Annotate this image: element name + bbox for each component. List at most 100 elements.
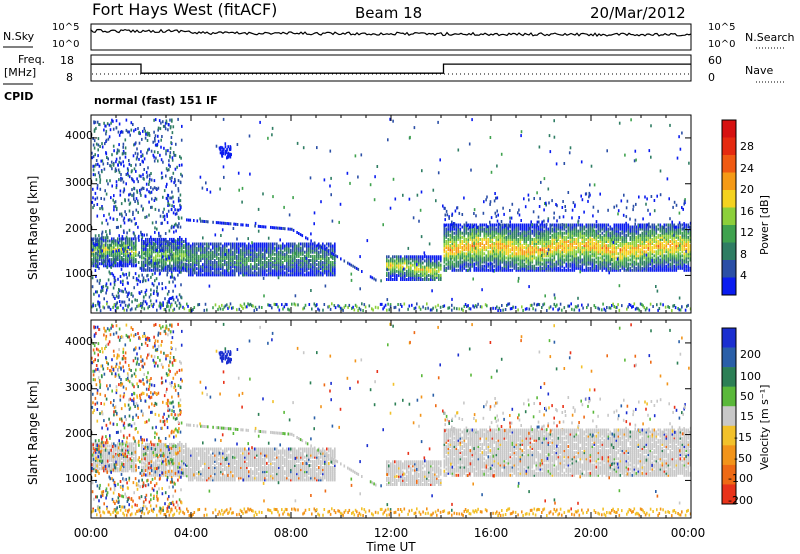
power-cell (302, 250, 304, 254)
power-cell (665, 233, 668, 237)
power-cell (471, 225, 474, 229)
power-cell (288, 242, 290, 246)
power-cell (268, 252, 270, 256)
power-cell (537, 235, 540, 239)
power-cell (613, 250, 616, 254)
power-cell (679, 258, 682, 262)
power-cell (635, 242, 638, 245)
power-cell (392, 273, 394, 277)
power-cell (457, 260, 460, 264)
power-cell (173, 153, 175, 157)
power-cell (655, 237, 658, 241)
power-cell (262, 271, 264, 275)
power-cell (94, 191, 97, 195)
power-cell (497, 268, 500, 272)
power-cell (509, 256, 512, 260)
power-cell (284, 267, 286, 271)
power-cell (183, 246, 185, 250)
power-cell (639, 256, 642, 260)
power-cell (308, 273, 310, 277)
power-cell (396, 265, 398, 269)
power-cell (677, 252, 680, 256)
power-cell (98, 266, 100, 270)
power-cell (422, 257, 424, 261)
power-cell (653, 240, 656, 243)
power-cell (173, 223, 176, 227)
power-cell (677, 250, 680, 254)
power-cell (559, 246, 562, 250)
power-cell (100, 250, 102, 254)
power-cell (143, 256, 145, 260)
power-cell (179, 264, 181, 268)
power-cell (581, 235, 584, 239)
power-cell (234, 246, 236, 250)
power-cell (306, 248, 308, 252)
power-cell (280, 273, 282, 277)
power-cell (422, 271, 424, 275)
power-cell (547, 244, 550, 248)
power-cell (149, 254, 151, 258)
power-cell (649, 242, 652, 245)
power-cell (371, 276, 374, 280)
power-cell (647, 264, 650, 268)
power-cell (479, 264, 482, 268)
power-cell (188, 261, 190, 264)
power-cell (292, 250, 294, 254)
power-cell (681, 260, 684, 264)
power-cell (181, 264, 183, 268)
power-cell (603, 244, 606, 248)
power-cell (457, 233, 460, 237)
power-cell (294, 261, 296, 264)
power-cell (131, 258, 133, 262)
power-cell (571, 227, 574, 231)
power-cell (320, 256, 322, 260)
power-cell (173, 256, 175, 260)
power-cell (296, 263, 298, 267)
power-cell (479, 262, 482, 266)
power-cell (595, 246, 598, 250)
power-cell (412, 263, 414, 267)
power-cell (173, 258, 175, 262)
power-cell (507, 258, 510, 262)
power-cell (91, 241, 93, 245)
power-cell (681, 223, 684, 227)
power-cell (270, 259, 272, 262)
power-cell (451, 231, 454, 235)
cpid-text: normal (fast) 151 IF (94, 94, 218, 107)
power-cell (280, 271, 282, 275)
power-cell (597, 266, 600, 270)
power-cell (390, 271, 392, 275)
power-cell (230, 259, 232, 262)
power-cell (115, 241, 117, 245)
power-cell (611, 242, 614, 245)
power-cell (432, 269, 434, 273)
power-cell (406, 261, 408, 265)
power-cell (147, 252, 149, 256)
power-cell (587, 260, 590, 264)
power-cell (513, 229, 516, 233)
power-cell (481, 246, 484, 250)
power-cell (661, 264, 664, 268)
power-cell (434, 271, 436, 275)
power-cell (657, 258, 660, 262)
power-cell (473, 231, 476, 235)
power-cell (449, 262, 452, 266)
power-cell (575, 262, 578, 266)
power-cell (603, 248, 606, 252)
power-cell (216, 269, 218, 273)
power-cell (278, 254, 280, 258)
power-cell (623, 262, 626, 266)
power-cell (286, 246, 288, 250)
power-cell (543, 246, 546, 250)
power-cell (639, 244, 642, 248)
power-cell (216, 246, 218, 250)
power-cell (330, 252, 332, 256)
power-cell (308, 242, 310, 246)
power-cell (264, 252, 266, 256)
power-cell (92, 137, 94, 140)
power-cell (298, 242, 300, 246)
power-cell (639, 262, 642, 266)
power-cell (177, 117, 179, 121)
power-cell (575, 227, 578, 231)
power-cell (118, 234, 120, 238)
